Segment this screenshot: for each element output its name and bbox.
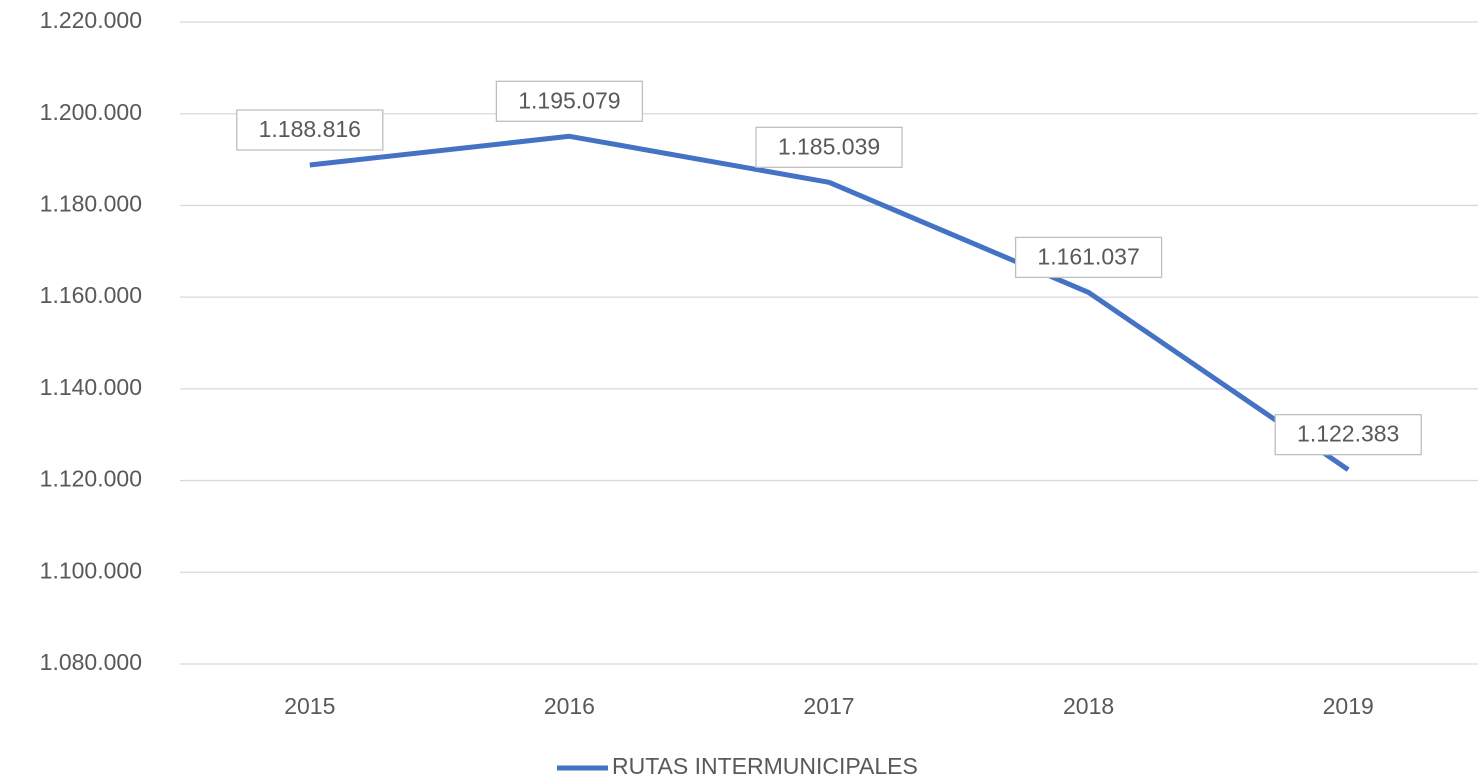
value-label: 1.188.816 [259, 116, 361, 142]
value-label: 1.161.037 [1037, 243, 1139, 269]
y-tick-label: 1.120.000 [40, 466, 142, 492]
value-label: 1.185.039 [778, 133, 880, 159]
value-label: 1.122.383 [1297, 421, 1399, 447]
y-tick-label: 1.220.000 [40, 7, 142, 33]
x-tick-label: 2018 [1063, 693, 1114, 719]
x-tick-label: 2015 [284, 693, 335, 719]
y-tick-label: 1.160.000 [40, 282, 142, 308]
data-line [309, 133, 1350, 472]
y-tick-label: 1.100.000 [40, 557, 142, 583]
value-label-box [755, 126, 903, 168]
y-tick-label: 1.200.000 [40, 99, 142, 125]
value-label-box [1014, 236, 1163, 279]
y-tick-label: 1.080.000 [40, 649, 142, 675]
x-tick-label: 2019 [1323, 693, 1374, 719]
value-label-box [495, 80, 644, 122]
value-label: 1.195.079 [518, 87, 620, 113]
legend-label: RUTAS INTERMUNICIPALES [612, 753, 918, 779]
x-tick-label: 2017 [803, 693, 854, 719]
y-tick-label: 1.180.000 [40, 191, 142, 217]
value-label-box [1274, 413, 1422, 456]
x-tick-label: 2016 [544, 693, 595, 719]
value-label-box [236, 109, 384, 151]
y-tick-label: 1.140.000 [40, 374, 142, 400]
